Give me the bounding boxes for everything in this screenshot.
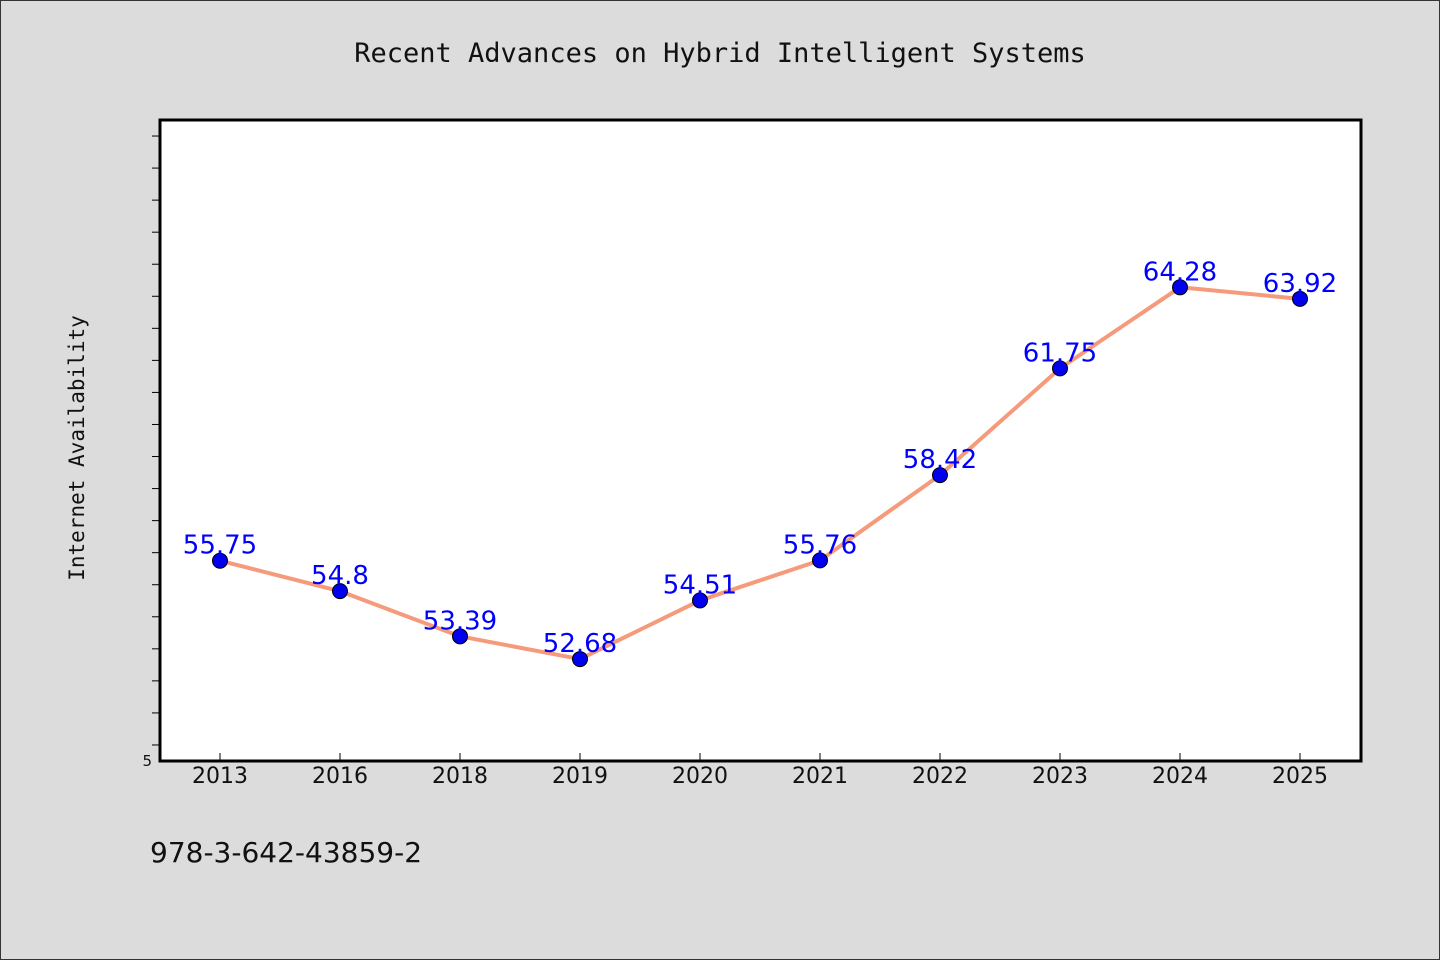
x-tick-label: 2021: [792, 764, 848, 789]
data-label: 54.8: [311, 561, 369, 591]
data-label: 54.51: [663, 570, 737, 600]
series-line: [219, 285, 1301, 662]
data-label: 55.76: [783, 530, 857, 560]
x-tick-label: 2013: [192, 764, 248, 789]
x-axis-ticks: 2013 2016 2018 2019 2020 2021 2022 2023 2024 2025: [192, 753, 1328, 789]
data-label: 52.68: [543, 629, 617, 659]
y-axis-ticks: 5: [142, 135, 160, 770]
data-label: 53.39: [423, 606, 497, 636]
data-label: 58.42: [903, 445, 977, 475]
data-label: 63.92: [1263, 269, 1337, 299]
data-point: [212, 552, 228, 569]
x-tick-label: 2024: [1152, 764, 1208, 789]
data-point: [692, 592, 708, 609]
isbn-text: 978-3-642-43859-2: [150, 836, 422, 869]
plot-area: [158, 118, 1363, 763]
data-point: [1292, 290, 1308, 307]
x-tick-label: 2020: [672, 764, 728, 789]
data-labels: 55.75 54.8 53.39 52.68 54.51 55.76 58.42 61.75 6…: [183, 257, 1337, 659]
data-point: [1052, 360, 1068, 377]
points-layer: [212, 279, 1308, 668]
y-tick-label: 5: [142, 752, 152, 770]
data-point: [452, 628, 468, 645]
data-label: 55.75: [183, 531, 257, 561]
data-label: 64.28: [1143, 257, 1217, 287]
chart-title: Recent Advances on Hybrid Intelligent Sy…: [354, 38, 1086, 69]
data-label: 61.75: [1023, 338, 1097, 368]
data-point: [1172, 279, 1188, 296]
y-axis-label: Internet Availability: [65, 315, 89, 581]
data-point: [572, 651, 588, 668]
data-point: [332, 583, 348, 600]
x-tick-label: 2018: [432, 764, 488, 789]
series-layer: [219, 285, 1301, 662]
data-point: [932, 467, 948, 484]
x-tick-label: 2022: [912, 764, 968, 789]
data-point: [812, 552, 828, 569]
x-tick-label: 2023: [1032, 764, 1088, 789]
x-tick-label: 2025: [1272, 764, 1328, 789]
x-tick-label: 2019: [552, 764, 608, 789]
x-tick-label: 2016: [312, 764, 368, 789]
